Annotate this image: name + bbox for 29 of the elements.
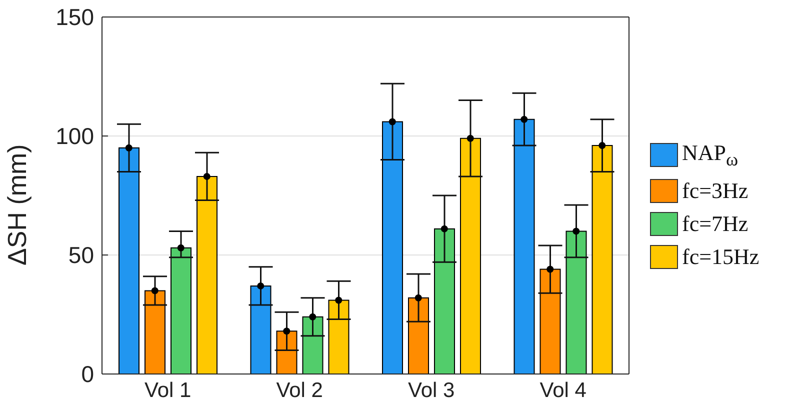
bar bbox=[196, 176, 218, 374]
bar bbox=[408, 297, 429, 374]
y-tick-label: 0 bbox=[81, 361, 94, 388]
legend-label: fc=15Hz bbox=[682, 244, 760, 270]
bar bbox=[276, 330, 298, 374]
bar bbox=[434, 228, 455, 374]
x-tick-label: Vol 4 bbox=[540, 378, 587, 402]
bar bbox=[144, 290, 166, 374]
legend-label: fc=7Hz bbox=[682, 210, 748, 237]
legend-label: NAP$_{ω}$ bbox=[682, 140, 738, 171]
bar bbox=[540, 268, 561, 374]
y-tick-label: 50 bbox=[68, 242, 94, 268]
legend-label: fc=3Hz bbox=[682, 178, 748, 204]
bar bbox=[566, 230, 587, 374]
bar bbox=[328, 300, 350, 374]
bar bbox=[460, 138, 481, 374]
x-tick-label: Vol 2 bbox=[276, 378, 323, 402]
y-tick-label: 150 bbox=[56, 4, 94, 30]
bar bbox=[514, 118, 535, 374]
x-tick-label: Vol 3 bbox=[408, 378, 455, 402]
y-axis-title: ΔSH (mm) bbox=[2, 144, 32, 266]
bar bbox=[250, 285, 272, 374]
bar bbox=[170, 247, 192, 374]
x-tick-label: Vol 1 bbox=[144, 378, 192, 402]
bar bbox=[382, 121, 403, 374]
bar bbox=[118, 147, 140, 374]
bar bbox=[302, 316, 324, 374]
bar bbox=[592, 145, 613, 374]
y-tick-label: 100 bbox=[56, 123, 94, 150]
